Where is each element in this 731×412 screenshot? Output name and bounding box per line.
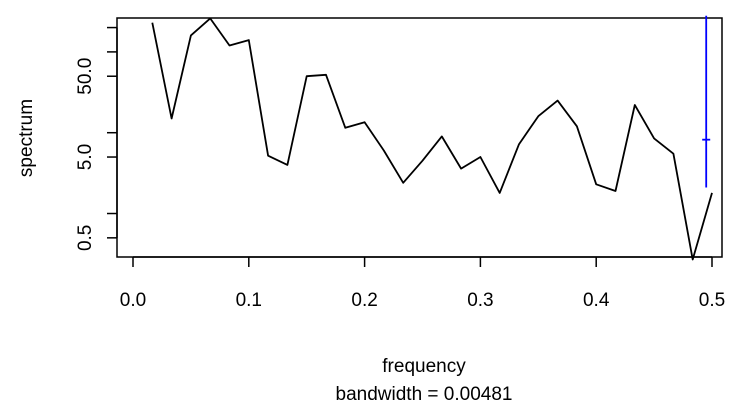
- plot-box: [116, 17, 723, 258]
- x-tick-label: 0.5: [699, 290, 725, 311]
- y-tick-label: 50.0: [75, 58, 96, 95]
- x-tick-label: 0.3: [467, 290, 493, 311]
- series-layer: [151, 17, 713, 261]
- x-tick-label: 0.4: [583, 290, 610, 311]
- y-axis-label: spectrum: [16, 99, 37, 177]
- y-tick-label: 5.0: [75, 144, 96, 170]
- bandwidth-label: bandwidth = 0.00481: [336, 384, 513, 405]
- y-axis: 0.5 5.0 50.0: [75, 26, 118, 251]
- confidence-bar-layer: [702, 15, 711, 188]
- x-tick-label: 0.2: [351, 290, 377, 311]
- x-tick-label: 0.0: [120, 290, 146, 311]
- spectrum-line: [151, 17, 713, 261]
- x-axis-label: frequency: [382, 356, 466, 377]
- y-tick-label: 0.5: [75, 225, 96, 251]
- x-tick-label: 0.1: [236, 290, 262, 311]
- x-axis: 0.0 0.1 0.2 0.3 0.4 0.5: [120, 256, 725, 311]
